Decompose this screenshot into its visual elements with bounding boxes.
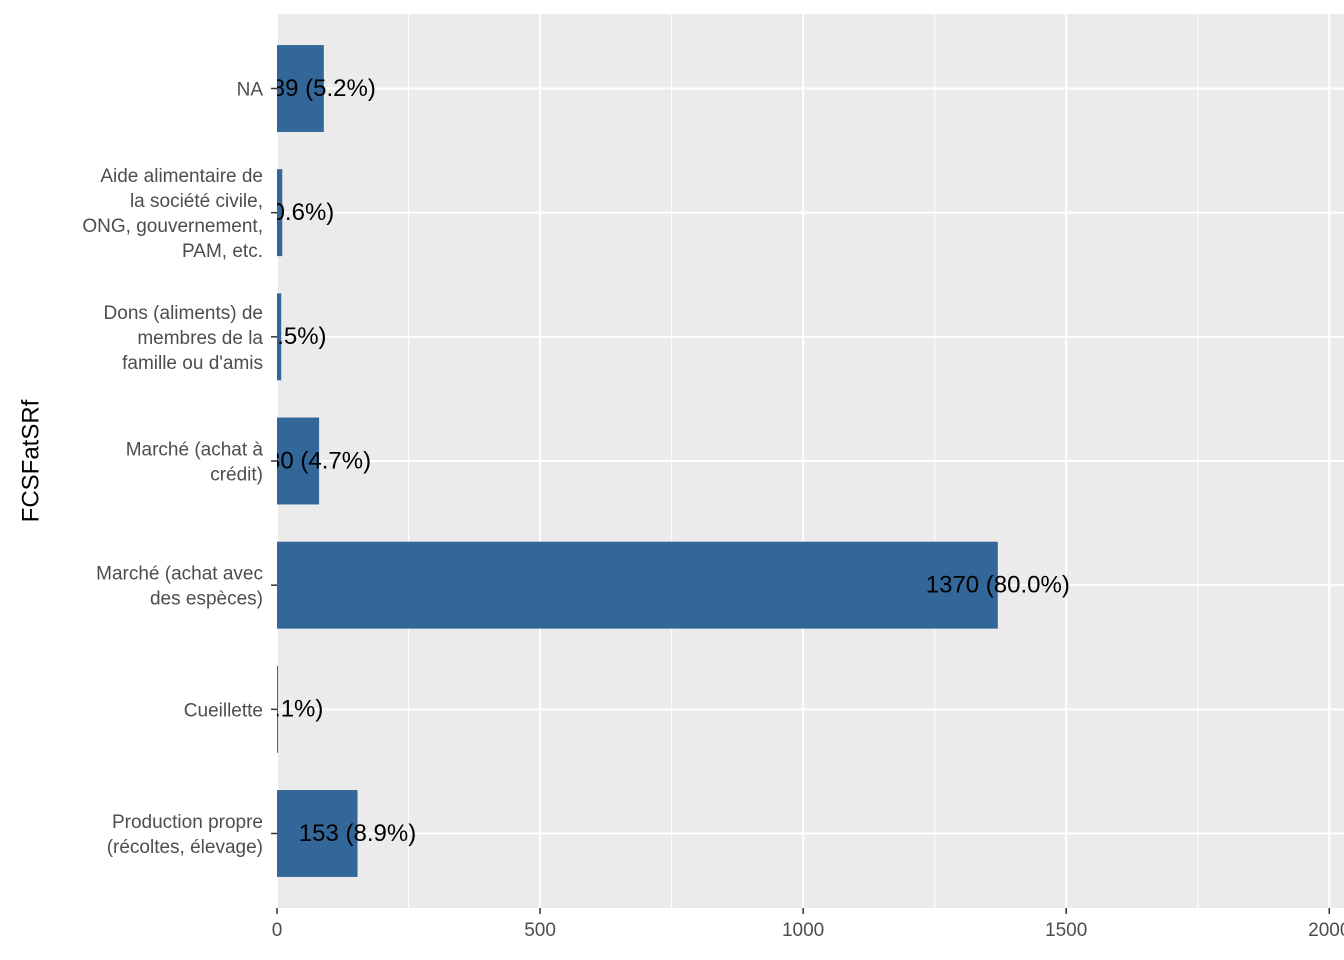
bar [277,45,324,132]
y-tick-label: NA [237,80,264,101]
x-tick-label: 0 [272,920,283,941]
y-tick-label: Marché (achat avec des espèces) [96,564,263,610]
bar [277,790,358,877]
value-label: 2 (0.1%) [233,696,324,723]
bar [277,541,998,629]
value-label: 8 (0.5%) [236,323,327,350]
value-label: 89 (5.2%) [272,75,376,102]
y-tick-label: Marché (achat à crédit) [126,440,264,486]
x-tick-label: 2000 [1308,920,1344,941]
value-label: 80 (4.7%) [267,447,371,474]
y-tick-label: Aide alimentaire de la société civile, ONG… [82,166,263,262]
y-tick-label: Dons (aliments) de membres de la famille o… [104,303,264,374]
bar [277,417,320,505]
bar [277,169,283,257]
value-label: 1370 (80.0%) [926,572,1070,599]
value-label: 153 (8.9%) [299,820,416,847]
y-tick-label: Cueillette [184,700,263,721]
bar [277,665,279,753]
x-tick-label: 1500 [1045,920,1087,941]
x-tick-label: 500 [524,920,556,941]
value-label: 10 (0.6%) [230,199,334,226]
y-axis-title: FCSFatSRf [17,399,44,522]
bar [277,293,282,381]
y-tick-label: Production propre (récoltes, élevage) [107,812,263,858]
x-tick-label: 1000 [782,920,824,941]
